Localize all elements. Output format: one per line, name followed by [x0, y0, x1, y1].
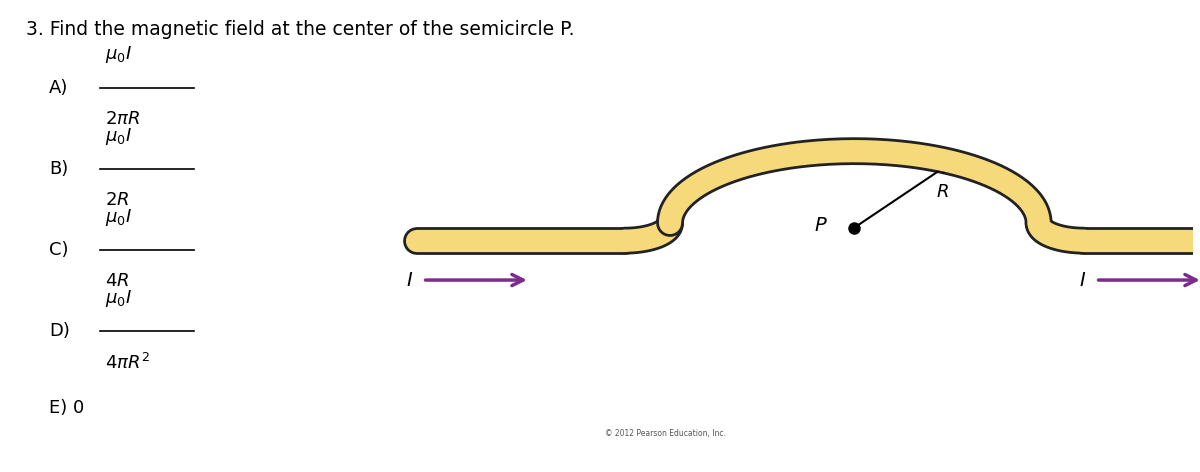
Text: B): B)	[49, 160, 68, 178]
Text: $R$: $R$	[936, 183, 949, 201]
Text: $2\pi R$: $2\pi R$	[106, 110, 140, 128]
Text: 3. Find the magnetic field at the center of the semicircle P.: 3. Find the magnetic field at the center…	[25, 20, 574, 39]
Text: $\mu_0 I$: $\mu_0 I$	[106, 207, 132, 228]
Text: $4\pi R^2$: $4\pi R^2$	[106, 354, 150, 373]
Text: D): D)	[49, 322, 71, 340]
Text: $4R$: $4R$	[106, 272, 130, 290]
Text: $I$: $I$	[1079, 270, 1086, 289]
Text: $2R$: $2R$	[106, 191, 130, 209]
Text: A): A)	[49, 79, 68, 97]
Text: $\mu_0 I$: $\mu_0 I$	[106, 288, 132, 309]
Text: $\mu_0 I$: $\mu_0 I$	[106, 126, 132, 146]
Text: E) 0: E) 0	[49, 398, 84, 417]
Text: $I$: $I$	[406, 270, 413, 289]
Text: $P$: $P$	[815, 216, 828, 235]
Text: C): C)	[49, 241, 68, 259]
Text: © 2012 Pearson Education, Inc.: © 2012 Pearson Education, Inc.	[605, 429, 726, 438]
Text: $\mu_0 I$: $\mu_0 I$	[106, 44, 132, 65]
